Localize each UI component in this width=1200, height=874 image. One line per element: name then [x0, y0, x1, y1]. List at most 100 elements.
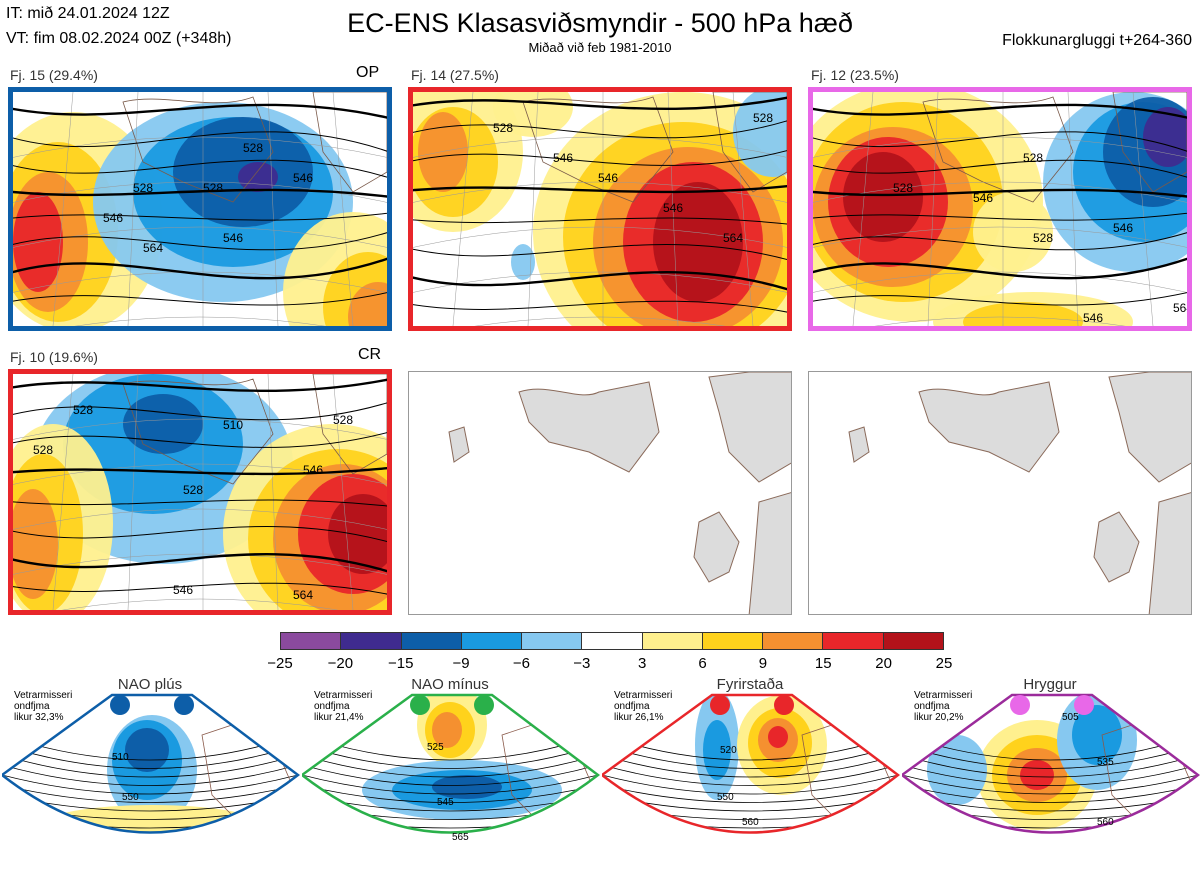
contour-label: 528: [1033, 231, 1053, 245]
height-contour: [813, 257, 1187, 280]
cluster-1-tag: OP: [356, 64, 380, 81]
regime-contour: [902, 754, 1198, 778]
regime-contour: [902, 764, 1198, 786]
meridian-line: [852, 92, 874, 326]
cluster-map-svg: 528 528 528 546 546 546 564: [13, 92, 387, 326]
meridian-line: [732, 92, 754, 326]
meridian-line: [267, 374, 279, 610]
coastline: [312, 374, 387, 475]
cluster-map-svg: 528 528 528 546 546 564 546: [813, 92, 1187, 326]
height-contour: [413, 149, 787, 166]
regime-contour: [2, 754, 298, 778]
coastline: [712, 92, 787, 193]
height-contour: [13, 553, 387, 573]
parallel-line: [413, 226, 787, 248]
parallel-line: [13, 463, 387, 485]
empty-map-2: [808, 371, 1192, 615]
regime-contour-label: 510: [112, 752, 129, 763]
height-contour: [13, 378, 387, 393]
regime-frame: [899, 693, 1200, 834]
contour-label: 528: [1023, 151, 1043, 165]
regime-dot: [474, 695, 494, 715]
regime-frame: [599, 693, 901, 834]
parallel-line: [874, 316, 1126, 326]
regime-note: Vetrarmisseri ondfjma likur 26,1%: [614, 690, 673, 723]
colorbar-tick-label: 15: [814, 655, 832, 672]
colorbar-tick-label: −15: [387, 655, 414, 672]
contour-label: 564: [723, 231, 743, 245]
regime-contour-label: 535: [1097, 757, 1114, 768]
parallel-line: [13, 271, 387, 293]
regime-contour-label: 550: [122, 792, 139, 803]
regime-dot: [174, 695, 194, 715]
parallel-line: [413, 181, 787, 203]
meridian-line: [52, 92, 74, 326]
cluster-1-label: Fj. 15 (29.4%): [10, 67, 98, 83]
contour-label: 546: [223, 231, 243, 245]
regime-title: Hryggur: [1023, 676, 1077, 693]
height-contour: [813, 232, 1187, 251]
cluster-map-svg: 528 528 510 528 528 546 546 564: [13, 374, 387, 610]
contour-label: 528: [333, 413, 353, 427]
colorbar-swatch: [461, 633, 523, 649]
anomaly-area: [963, 302, 1083, 326]
height-contour: [13, 232, 387, 251]
colorbar-swatch: [763, 633, 824, 649]
regime-map: 505 535 560: [899, 675, 1200, 874]
cluster-4-map: 528 528 510 528 528 546 546 564: [8, 369, 392, 615]
regime-dot: [774, 695, 794, 715]
colorbar-tick-label: 25: [935, 655, 953, 672]
regime-contour: [602, 784, 898, 803]
height-contour: [13, 103, 387, 119]
regime-dot: [1074, 695, 1094, 715]
height-contour: [813, 131, 1187, 152]
coastline: [122, 378, 274, 485]
regime-anomaly-area: [432, 775, 502, 799]
meridian-line: [1067, 92, 1079, 326]
contour-label: 528: [203, 181, 223, 195]
colorbar-swatch: [522, 633, 583, 649]
colorbar-swatch: [582, 633, 643, 649]
regime-contour: [302, 764, 598, 786]
regime-dot: [1010, 695, 1030, 715]
colorbar-tick-label: −25: [267, 655, 293, 672]
contour-label: 528: [493, 121, 513, 135]
cluster-map-svg: 528 546 528 546 546 564: [413, 92, 787, 326]
height-contour: [813, 103, 1187, 119]
anomaly-colorbar: [280, 632, 944, 650]
colorbar-swatch: [823, 633, 884, 649]
regime-contour: [602, 774, 898, 795]
valid-time: VT: fim 08.02.2024 00Z (+348h): [6, 30, 232, 47]
regime-anomaly-area: [1017, 834, 1047, 846]
height-contour: [13, 431, 387, 448]
parallel-line: [13, 418, 387, 440]
parallel-line: [813, 136, 1187, 158]
colorbar-swatch: [281, 633, 342, 649]
contour-label: 528: [893, 181, 913, 195]
regime-anomaly-area: [927, 735, 987, 805]
regime-contour: [2, 774, 298, 795]
regime-contour-label: 565: [452, 832, 469, 843]
colorbar-tick-label: −9: [452, 655, 470, 672]
regime-title: NAO plús: [117, 676, 183, 693]
contour-label: 528: [753, 111, 773, 125]
height-contour: [813, 212, 1187, 221]
anomaly-area: [328, 494, 387, 574]
colorbar-swatch: [401, 633, 462, 649]
regime-dot: [410, 695, 430, 715]
meridian-line: [927, 92, 939, 326]
regime-note: Vetrarmisseri ondfjma likur 32,3%: [14, 690, 73, 723]
regime-contour-label: 520: [720, 745, 737, 756]
height-contour: [13, 257, 387, 280]
colorbar-tick-label: 6: [698, 655, 707, 672]
contour-label: 510: [223, 418, 243, 432]
regime-contour: [602, 764, 898, 786]
height-contour: [813, 188, 1187, 198]
coastline-map-2: [848, 372, 1191, 614]
meridian-line: [127, 374, 139, 610]
regime-contour: [602, 744, 898, 769]
contour-label: 564: [1173, 301, 1187, 315]
regime-frame: [0, 693, 301, 834]
anomaly-area: [733, 92, 787, 177]
anomaly-area: [843, 152, 923, 242]
